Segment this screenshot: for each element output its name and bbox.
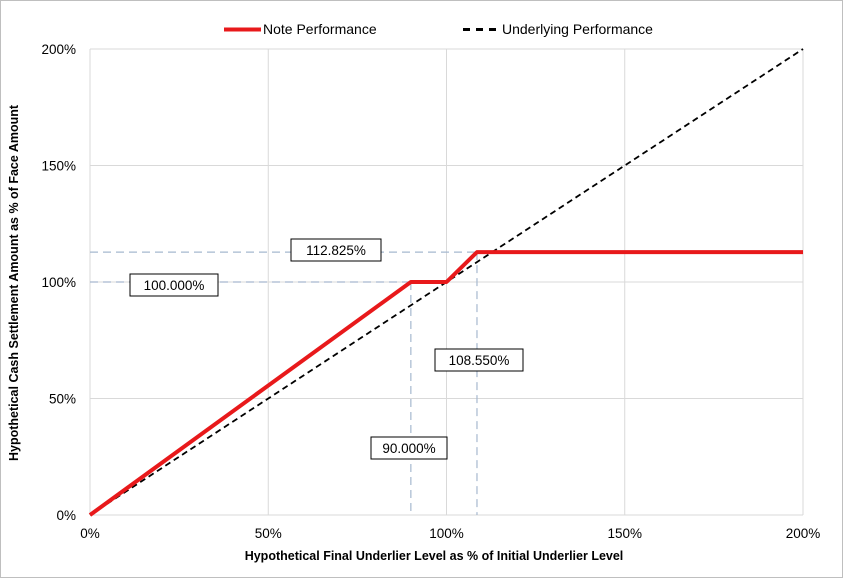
series [88,48,804,517]
callout-box [434,348,524,372]
y-axis-title: Hypothetical Cash Settlement Amount as %… [7,104,21,461]
y-tick-label: 200% [41,42,76,57]
callout-box [290,238,382,262]
note-performance-line [88,250,803,517]
callout-label: 108.550% [449,353,510,368]
callout-label: 112.825% [306,243,366,258]
callout-box [370,436,448,460]
x-tick-label: 0% [80,526,100,541]
x-axis-title: Hypothetical Final Underlier Level as % … [245,549,624,563]
legend-label: Note Performance [263,21,377,37]
x-tick-label: 150% [607,526,642,541]
callout-box [129,273,219,297]
callout-label: 90.000% [382,441,435,456]
callouts: 112.825% 100.000% 108.550% 90.000% [129,238,524,460]
callout-label: 100.000% [144,278,205,293]
x-tick-label: 100% [429,526,464,541]
y-tick-label: 0% [56,508,76,523]
y-tick-labels: 0% 50% 100% 150% 200% [41,42,76,523]
y-tick-label: 50% [49,392,76,407]
y-tick-label: 100% [41,275,76,290]
x-tick-labels: 0% 50% 100% 150% 200% [80,526,820,541]
legend-label: Underlying Performance [502,21,653,37]
x-tick-label: 50% [255,526,282,541]
legend: Note Performance Underlying Performance [224,21,653,37]
y-tick-label: 150% [41,159,76,174]
x-tick-label: 200% [786,526,821,541]
